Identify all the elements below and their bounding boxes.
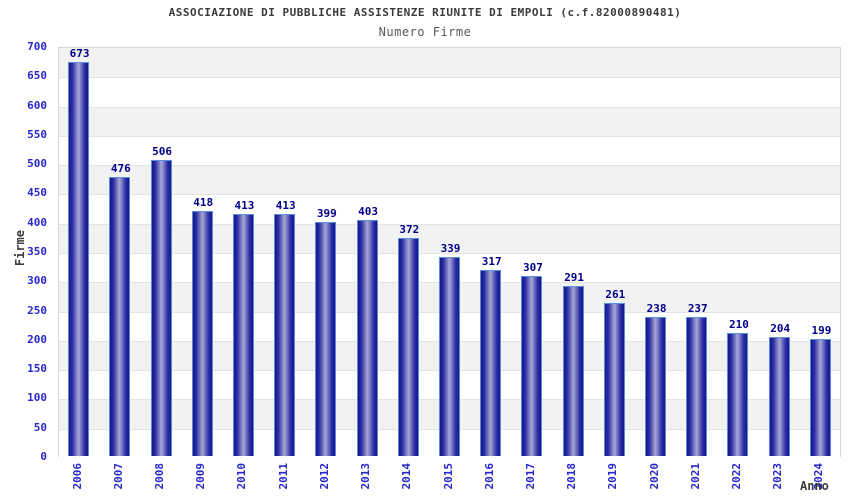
y-tick-label: 700 (27, 40, 47, 53)
grid-band (59, 223, 840, 253)
grid-band (59, 77, 840, 107)
bar-value-label: 476 (110, 162, 131, 175)
grid-band (59, 194, 840, 224)
bar-value-label: 307 (522, 261, 543, 274)
bar-value-label: 204 (770, 322, 791, 335)
x-axis: 2006 2007 2008 2009 2010 2011 2012 2013 2014 2015… (58, 458, 841, 500)
x-tick-label: 2017 (523, 463, 537, 490)
grid-band (59, 48, 840, 78)
x-tick-label: 2020 (647, 463, 661, 490)
x-tick-label: 2022 (729, 463, 743, 490)
y-tick-label: 650 (27, 69, 47, 83)
y-axis-title: Firme (13, 230, 27, 267)
y-tick-label: 450 (27, 186, 47, 200)
bar-2012 (315, 222, 337, 456)
bar-value-label: 199 (811, 324, 832, 337)
y-tick-label: 50 (33, 420, 47, 434)
bar-2016 (480, 270, 502, 456)
y-tick-label: 550 (27, 127, 47, 141)
bar-value-label: 673 (69, 47, 90, 60)
x-tick-label: 2006 (70, 463, 84, 490)
y-tick-label: 500 (27, 157, 47, 171)
bar-2020 (645, 317, 667, 456)
bar-2013 (356, 220, 378, 456)
bar-value-label: 238 (646, 302, 667, 315)
bar-2019 (603, 303, 625, 456)
x-tick-label: 2013 (359, 463, 373, 490)
bar-value-label: 418 (193, 196, 214, 209)
bar-value-label: 372 (399, 223, 420, 236)
grid-band (59, 165, 840, 195)
x-tick-label: 2007 (111, 463, 125, 490)
y-tick-label: 250 (27, 303, 47, 317)
x-tick-label: 2014 (400, 463, 414, 490)
bar-2022 (727, 333, 749, 456)
chart-subtitle: Numero Firme (378, 25, 472, 39)
bar-2015 (439, 257, 460, 456)
bar-value-label: 399 (316, 207, 337, 220)
bar-value-label: 413 (275, 199, 296, 212)
y-tick-label: 200 (27, 332, 47, 346)
bar-2010 (232, 214, 254, 456)
chart-title: ASSOCIAZIONE DI PUBBLICHE ASSISTENZE RIU… (168, 6, 682, 19)
bar-2011 (274, 214, 296, 456)
x-tick-label: 2011 (276, 463, 290, 490)
bar-value-label: 210 (729, 318, 749, 331)
x-tick-label: 2012 (317, 463, 331, 490)
bar-value-label: 413 (234, 199, 255, 212)
y-tick-label: 400 (27, 215, 47, 229)
bar-value-label: 291 (564, 271, 585, 284)
y-tick-label: 600 (27, 98, 47, 112)
bar-value-label: 237 (687, 302, 708, 315)
bar-2007 (109, 177, 131, 456)
x-tick-label: 2019 (606, 463, 620, 490)
bar-2017 (521, 276, 543, 456)
y-tick-label: 350 (27, 245, 47, 258)
y-tick-label: 150 (27, 362, 47, 376)
x-tick-label: 2018 (565, 463, 579, 490)
bar-2023 (768, 337, 790, 456)
x-tick-label: 2015 (441, 463, 455, 490)
bar-2008 (150, 160, 172, 456)
x-tick-label: 2023 (771, 463, 785, 490)
bar-value-label: 339 (440, 242, 461, 255)
bar-2009 (191, 211, 213, 456)
plot-area: 673 476 506 418 413 413 399 403 372 339 317 307 291 2… (58, 47, 841, 458)
bar-2006 (68, 62, 90, 456)
x-tick-label: 2021 (688, 463, 702, 490)
x-tick-label: 2008 (153, 463, 167, 490)
y-tick-label: 300 (27, 274, 47, 288)
grid-band (59, 135, 840, 166)
bar-value-label: 506 (152, 145, 172, 158)
bar-value-label: 317 (481, 255, 502, 268)
grid-band (59, 106, 840, 136)
bar-value-label: 261 (605, 288, 626, 301)
x-tick-label: 2010 (235, 463, 249, 490)
bar-2021 (686, 317, 708, 456)
x-tick-label: 2016 (482, 463, 496, 490)
bar-2024 (809, 339, 831, 456)
y-tick-label: 0 (40, 450, 47, 463)
y-tick-label: 100 (27, 391, 47, 405)
bar-2014 (397, 238, 419, 456)
x-axis-title: Anno (800, 479, 829, 493)
bar-value-label: 403 (358, 205, 379, 218)
y-axis: 0 50 100 150 200 250 300 350 400 450 500 550 600 650 7… (0, 40, 52, 463)
x-tick-label: 2009 (194, 463, 208, 490)
bar-2018 (562, 286, 584, 456)
